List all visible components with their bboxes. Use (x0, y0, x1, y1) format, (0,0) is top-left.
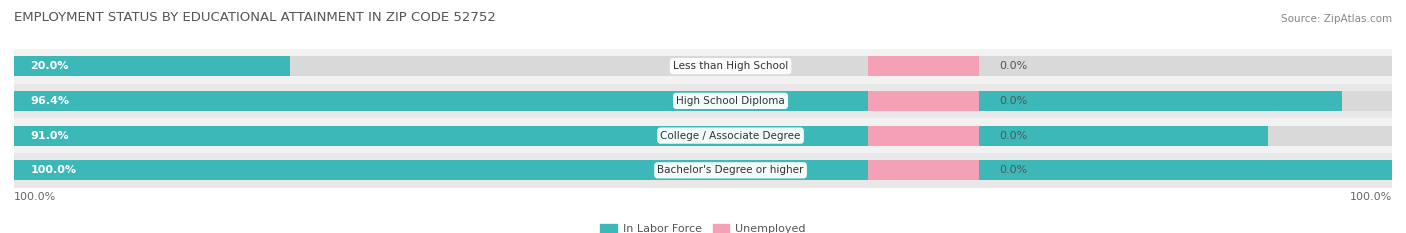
Text: College / Associate Degree: College / Associate Degree (661, 131, 801, 140)
Text: Source: ZipAtlas.com: Source: ZipAtlas.com (1281, 14, 1392, 24)
Bar (869, 91, 979, 111)
Text: 100.0%: 100.0% (1350, 192, 1392, 202)
Bar (869, 56, 979, 76)
Bar (14, 91, 1392, 111)
Text: EMPLOYMENT STATUS BY EDUCATIONAL ATTAINMENT IN ZIP CODE 52752: EMPLOYMENT STATUS BY EDUCATIONAL ATTAINM… (14, 11, 496, 24)
Text: High School Diploma: High School Diploma (676, 96, 785, 106)
Text: 0.0%: 0.0% (1000, 165, 1028, 175)
Bar (14, 56, 290, 76)
Text: 91.0%: 91.0% (31, 131, 69, 140)
Text: 0.0%: 0.0% (1000, 96, 1028, 106)
Bar (14, 91, 1343, 111)
Bar (869, 126, 979, 146)
Text: 0.0%: 0.0% (1000, 61, 1028, 71)
Bar (14, 160, 1392, 180)
Bar (14, 126, 1392, 146)
Bar (14, 160, 1392, 180)
Bar (14, 118, 1392, 153)
Bar (14, 153, 1392, 188)
Text: Bachelor's Degree or higher: Bachelor's Degree or higher (658, 165, 804, 175)
Text: 20.0%: 20.0% (31, 61, 69, 71)
Bar (14, 56, 1392, 76)
Bar (14, 126, 1268, 146)
Bar (14, 49, 1392, 83)
Text: Less than High School: Less than High School (673, 61, 789, 71)
Legend: In Labor Force, Unemployed: In Labor Force, Unemployed (596, 219, 810, 233)
Text: 100.0%: 100.0% (31, 165, 76, 175)
Bar (869, 160, 979, 180)
Text: 96.4%: 96.4% (31, 96, 69, 106)
Bar (14, 83, 1392, 118)
Text: 100.0%: 100.0% (14, 192, 56, 202)
Text: 0.0%: 0.0% (1000, 131, 1028, 140)
